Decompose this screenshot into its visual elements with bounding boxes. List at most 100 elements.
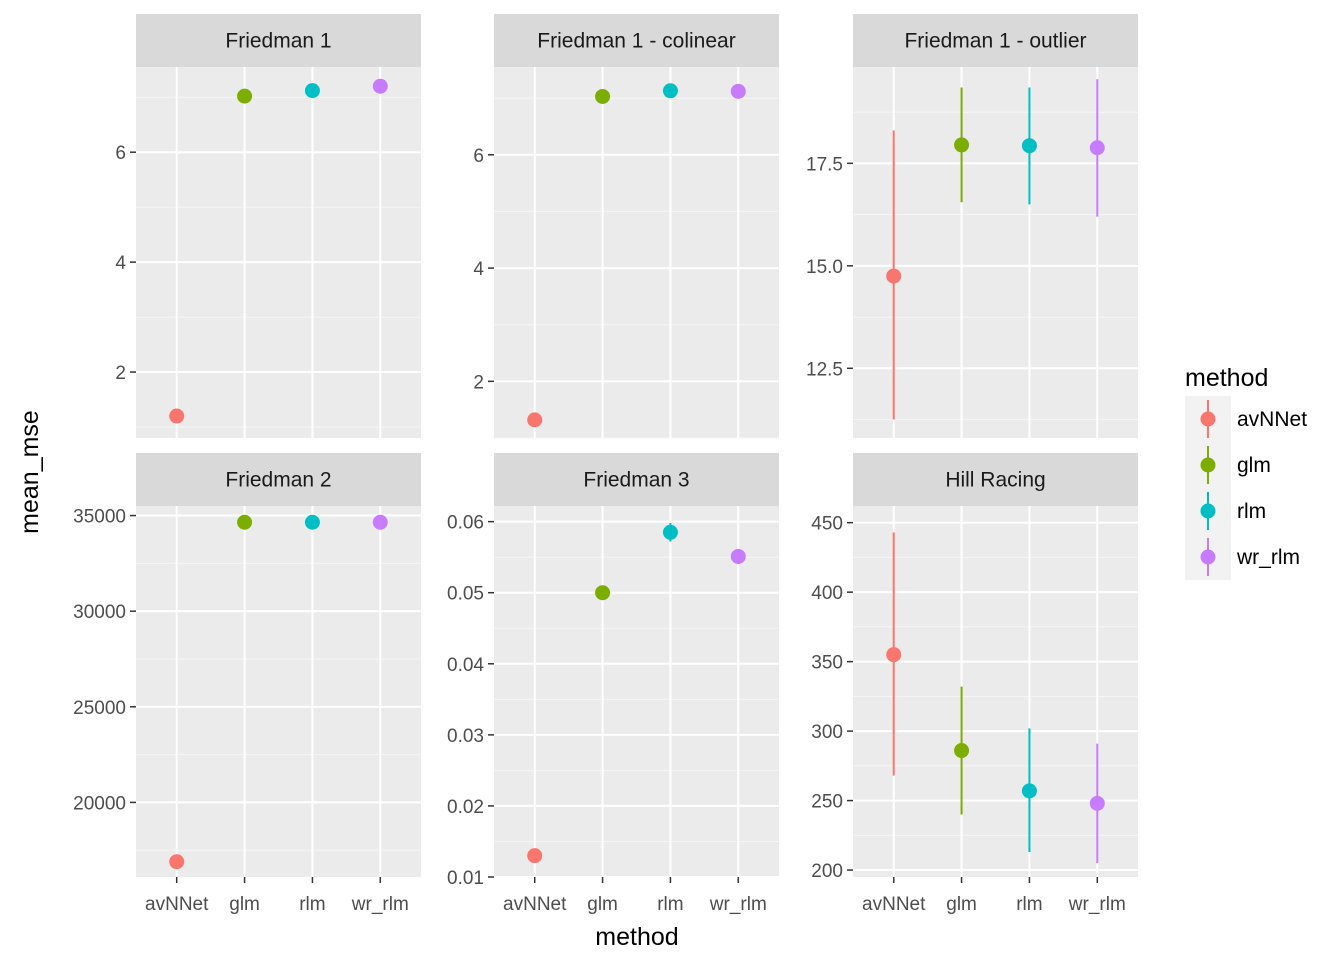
x-tick-label: rlm bbox=[1016, 894, 1042, 915]
panel-friedman-1-outlier: Friedman 1 - outlier 12.5 15.0 17.5 bbox=[806, 14, 1138, 438]
data-point-rlm bbox=[662, 83, 678, 99]
data-point-rlm bbox=[304, 83, 320, 99]
data-point-avnnet bbox=[169, 854, 185, 870]
data-point-avnnet bbox=[527, 848, 543, 864]
y-tick-label: 0.02 bbox=[447, 797, 484, 818]
data-point-glm bbox=[954, 743, 970, 759]
strip-friedman-3 bbox=[494, 453, 779, 506]
panel-background bbox=[136, 67, 421, 438]
y-tick-label: 400 bbox=[811, 583, 843, 604]
y-tick-label: 30000 bbox=[73, 602, 126, 623]
strip-friedman-1 bbox=[136, 14, 421, 67]
strip-title: Friedman 1 - outlier bbox=[904, 30, 1086, 53]
panel-background bbox=[494, 506, 779, 877]
strip-title: Friedman 1 bbox=[225, 30, 331, 53]
panel-friedman-1-colinear: Friedman 1 - colinear 2 4 6 bbox=[473, 14, 779, 439]
legend-key-point bbox=[1200, 411, 1216, 427]
data-point-wr-rlm bbox=[372, 514, 388, 530]
legend-label: avNNet bbox=[1237, 408, 1307, 431]
y-tick-label: 35000 bbox=[73, 507, 126, 528]
strip-friedman-1-colinear bbox=[494, 14, 779, 67]
y-tick-label: 25000 bbox=[73, 698, 126, 719]
y-tick-label: 15.0 bbox=[806, 257, 843, 278]
strip-title: Friedman 2 bbox=[225, 469, 331, 492]
strip-friedman-2 bbox=[136, 453, 421, 506]
x-tick-label: avNNet bbox=[145, 894, 209, 915]
data-point-rlm bbox=[662, 524, 678, 540]
y-tick-label: 200 bbox=[811, 861, 843, 882]
panel-friedman-3: Friedman 3 0.01 0.02 0.03 0.04 0.05 0.06 avNNet… bbox=[447, 453, 779, 915]
data-point-avnnet bbox=[886, 268, 902, 284]
legend-item-wr-rlm: wr_rlm bbox=[1185, 534, 1300, 580]
panel-background bbox=[494, 67, 779, 438]
x-tick-label: wr_rlm bbox=[709, 894, 767, 915]
y-tick-label: 2 bbox=[115, 363, 126, 384]
x-axis-title: method bbox=[595, 923, 678, 951]
data-point-glm bbox=[237, 88, 253, 104]
legend-key-point bbox=[1200, 503, 1216, 519]
strip-title: Friedman 3 bbox=[583, 469, 689, 492]
y-tick-label: 17.5 bbox=[806, 154, 843, 175]
legend-title: method bbox=[1185, 364, 1268, 392]
data-point-glm bbox=[595, 585, 611, 601]
data-point-wr-rlm bbox=[730, 548, 746, 564]
x-tick-label: rlm bbox=[657, 894, 683, 915]
panel-friedman-2: Friedman 2 20000 25000 30000 35000 avNNet glm r… bbox=[73, 453, 421, 915]
data-point-glm bbox=[595, 88, 611, 104]
y-tick-label: 450 bbox=[811, 514, 843, 535]
data-point-wr-rlm bbox=[730, 83, 746, 99]
panel-hill-racing: Hill Racing 200 250 300 350 400 450 avNNet glm rl… bbox=[811, 453, 1138, 915]
y-tick-label: 250 bbox=[811, 792, 843, 813]
data-point-glm bbox=[237, 514, 253, 530]
x-tick-label: glm bbox=[946, 894, 977, 915]
panel-background bbox=[136, 506, 421, 877]
x-tick-label: avNNet bbox=[862, 894, 926, 915]
data-point-rlm bbox=[304, 514, 320, 530]
legend-items: avNNet glm rlm wr_rlm bbox=[1185, 396, 1307, 580]
y-tick-label: 20000 bbox=[73, 793, 126, 814]
legend-item-avnnet: avNNet bbox=[1185, 396, 1307, 442]
y-tick-label: 0.04 bbox=[447, 655, 484, 676]
data-point-wr-rlm bbox=[372, 78, 388, 94]
y-tick-label: 2 bbox=[473, 372, 484, 393]
legend-key-point bbox=[1200, 457, 1216, 473]
y-tick-label: 6 bbox=[115, 143, 126, 164]
x-tick-label: avNNet bbox=[503, 894, 567, 915]
panel-background bbox=[853, 506, 1138, 877]
legend-item-glm: glm bbox=[1185, 442, 1271, 488]
data-point-rlm bbox=[1021, 138, 1037, 154]
y-tick-label: 0.06 bbox=[447, 513, 484, 534]
y-tick-label: 0.05 bbox=[447, 584, 484, 605]
x-tick-label: wr_rlm bbox=[1068, 894, 1126, 915]
legend-label: glm bbox=[1237, 454, 1271, 477]
y-tick-label: 0.03 bbox=[447, 726, 484, 747]
facet-panels: Friedman 1 2 4 6 Friedman 1 - colinear 2 4 6 Fri… bbox=[73, 14, 1138, 915]
strip-title: Hill Racing bbox=[945, 469, 1045, 492]
legend-label: rlm bbox=[1237, 500, 1266, 523]
y-tick-label: 12.5 bbox=[806, 359, 843, 380]
data-point-glm bbox=[954, 137, 970, 153]
data-point-avnnet bbox=[169, 408, 185, 424]
data-point-avnnet bbox=[527, 412, 543, 428]
legend-key-point bbox=[1200, 549, 1216, 565]
y-axis-title: mean_mse bbox=[16, 410, 44, 534]
strip-title: Friedman 1 - colinear bbox=[537, 30, 735, 53]
legend-item-rlm: rlm bbox=[1185, 488, 1266, 534]
x-tick-label: glm bbox=[587, 894, 618, 915]
panel-friedman-1: Friedman 1 2 4 6 bbox=[115, 14, 421, 438]
y-tick-label: 4 bbox=[473, 259, 484, 280]
strip-hill-racing bbox=[853, 453, 1138, 506]
x-tick-label: wr_rlm bbox=[351, 894, 409, 915]
legend: method avNNet glm rlm wr_rlm bbox=[1185, 364, 1307, 580]
panel-background bbox=[853, 67, 1138, 438]
y-tick-label: 350 bbox=[811, 653, 843, 674]
y-tick-label: 300 bbox=[811, 722, 843, 743]
x-tick-label: rlm bbox=[299, 894, 325, 915]
y-tick-label: 4 bbox=[115, 253, 126, 274]
data-point-rlm bbox=[1021, 783, 1037, 799]
data-point-wr-rlm bbox=[1089, 795, 1105, 811]
x-tick-label: glm bbox=[229, 894, 260, 915]
data-point-wr-rlm bbox=[1089, 140, 1105, 156]
data-point-avnnet bbox=[886, 647, 902, 663]
